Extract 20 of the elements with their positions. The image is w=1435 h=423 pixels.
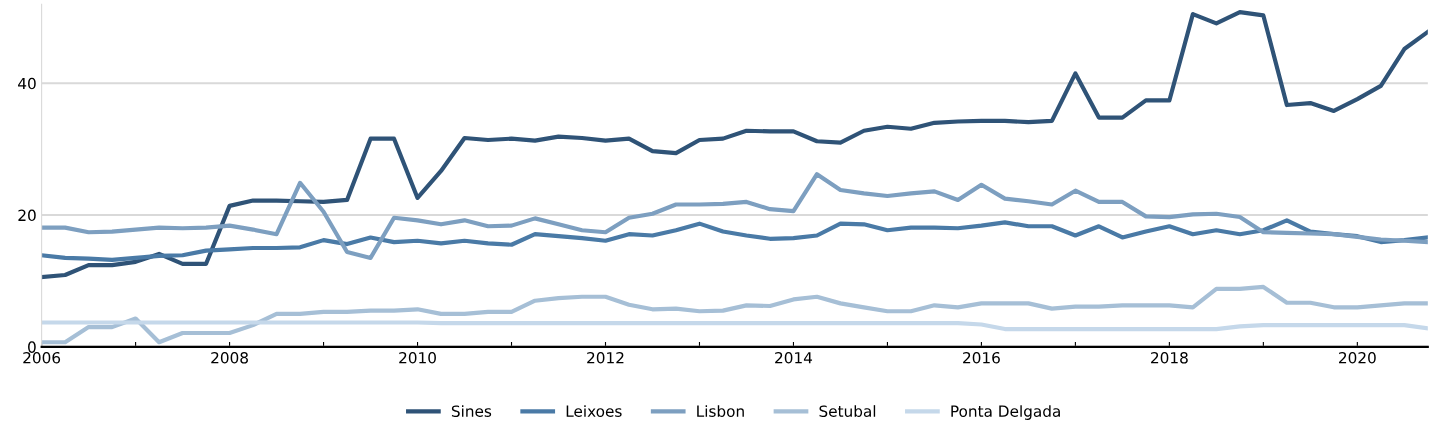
legend-label: Leixoes bbox=[566, 405, 622, 417]
line-series bbox=[41, 320, 1428, 332]
y-tick-label: 0 bbox=[28, 341, 36, 353]
x-tick-label: 2014 bbox=[775, 351, 813, 364]
y-tick-label: 20 bbox=[18, 209, 36, 222]
legend-label: Sines bbox=[451, 405, 492, 417]
line-series bbox=[41, 218, 1428, 262]
x-tick-label: 2016 bbox=[963, 351, 1000, 364]
line-series bbox=[41, 172, 1428, 260]
x-tick-label: 2012 bbox=[587, 351, 624, 364]
x-tick-label: 2006 bbox=[23, 351, 61, 364]
line-series bbox=[41, 10, 1428, 280]
x-tick-label: 2008 bbox=[211, 351, 248, 364]
legend-label: Lisbon bbox=[697, 405, 744, 417]
x-tick-label: 2010 bbox=[399, 351, 436, 364]
y-tick-label: 40 bbox=[18, 77, 36, 90]
x-tick-label: 2018 bbox=[1151, 351, 1188, 364]
x-tick-label: 2020 bbox=[1339, 351, 1376, 364]
legend-label: Ponta Delgada bbox=[951, 405, 1060, 420]
legend-label: Setubal bbox=[819, 405, 876, 417]
